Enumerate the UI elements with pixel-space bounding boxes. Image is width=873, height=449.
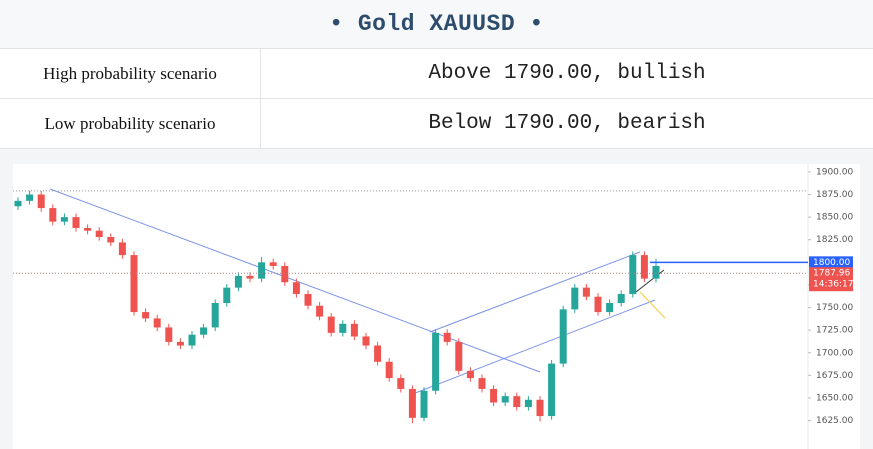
candle-body (362, 336, 370, 346)
candle-body (501, 396, 509, 403)
price-label: 1800.00 (813, 258, 850, 268)
candle-body (95, 230, 103, 238)
candle-body (107, 237, 115, 243)
candle-body (374, 345, 382, 362)
candle-body (478, 378, 486, 389)
last-price-label: 1787.96 (813, 269, 850, 279)
candle-body (258, 262, 266, 279)
y-tick-label: 1825.00 (816, 235, 853, 245)
chart: 1625.00 1650.00 1675.00 1700.00 1725.00 1750.… (13, 164, 860, 449)
countdown-label: 14:36:17 (813, 280, 853, 290)
y-tick-label: 1650.00 (816, 393, 853, 403)
candle-body (246, 275, 254, 279)
candle-body (188, 334, 196, 346)
candle-body (466, 370, 474, 379)
y-tick-label: 1900.00 (816, 167, 853, 177)
candle-body (536, 399, 544, 417)
candle-body (408, 388, 416, 418)
candle-body (559, 309, 567, 364)
candle-body (432, 332, 440, 391)
candle-body (443, 332, 451, 342)
candle-body (142, 312, 150, 319)
chart-background (13, 164, 860, 449)
candle-body (385, 361, 393, 379)
y-tick-label: 1725.00 (816, 326, 853, 336)
trend-line (429, 251, 641, 333)
price-label-box (809, 256, 853, 269)
candle-body (14, 200, 22, 207)
candle-body (606, 303, 614, 313)
candle-body (513, 396, 521, 408)
candle-body (327, 316, 335, 333)
candle-body (594, 296, 602, 313)
cell: Above 1790.00, bullish (260, 49, 873, 99)
candle-body (629, 255, 637, 294)
candle-body (211, 303, 219, 328)
candle-body (339, 323, 347, 333)
candle-body (397, 378, 405, 389)
candle-body (548, 363, 556, 417)
candle-body (200, 327, 208, 335)
candle-body (130, 255, 138, 313)
row: Low probability scenario Below 1790.00, … (0, 98, 873, 149)
scenario-table: High probability scenario Above 1790.00,… (0, 49, 873, 149)
candle-body (72, 217, 80, 228)
candle-body (165, 327, 173, 342)
y-tick-label: 1875.00 (816, 190, 853, 200)
candle-body (490, 388, 498, 403)
candle-body (455, 341, 463, 371)
y-tick-label: 1625.00 (816, 416, 853, 426)
candle-body (176, 341, 184, 346)
candle-body (281, 265, 289, 283)
y-tick-label: 1850.00 (816, 213, 853, 223)
candle-body (652, 265, 660, 279)
last-price-box (809, 267, 853, 292)
candle-body (234, 275, 242, 288)
y-tick-label: 1750.00 (816, 303, 853, 313)
candle-body (49, 208, 57, 222)
projection-line (639, 291, 666, 319)
candle-body (84, 227, 92, 231)
candle-body (571, 287, 579, 310)
candle-body (617, 293, 625, 304)
candle-body (350, 323, 358, 337)
cell: High probability scenario (0, 49, 261, 99)
candle-body (420, 390, 428, 418)
cell: Below 1790.00, bearish (260, 98, 873, 149)
row: High probability scenario Above 1790.00,… (0, 49, 873, 99)
trend-line (409, 299, 656, 396)
candle-body (37, 194, 45, 209)
candle-body (223, 287, 231, 304)
candle-body (292, 282, 300, 294)
y-tick-label: 1675.00 (816, 371, 853, 381)
candle-body (640, 255, 648, 279)
candle-body (582, 287, 590, 297)
candle-body (316, 305, 324, 317)
candle-body (304, 293, 312, 306)
candle-body (118, 242, 126, 256)
title: • Gold XAUUSD • (0, 0, 873, 49)
candle-body (153, 318, 161, 328)
cell: Low probability scenario (0, 98, 261, 149)
candle-body (26, 194, 34, 201)
candle-body (524, 399, 532, 408)
candle-body (269, 262, 277, 266)
y-tick-label: 1700.00 (816, 348, 853, 358)
candle-body (60, 217, 68, 222)
